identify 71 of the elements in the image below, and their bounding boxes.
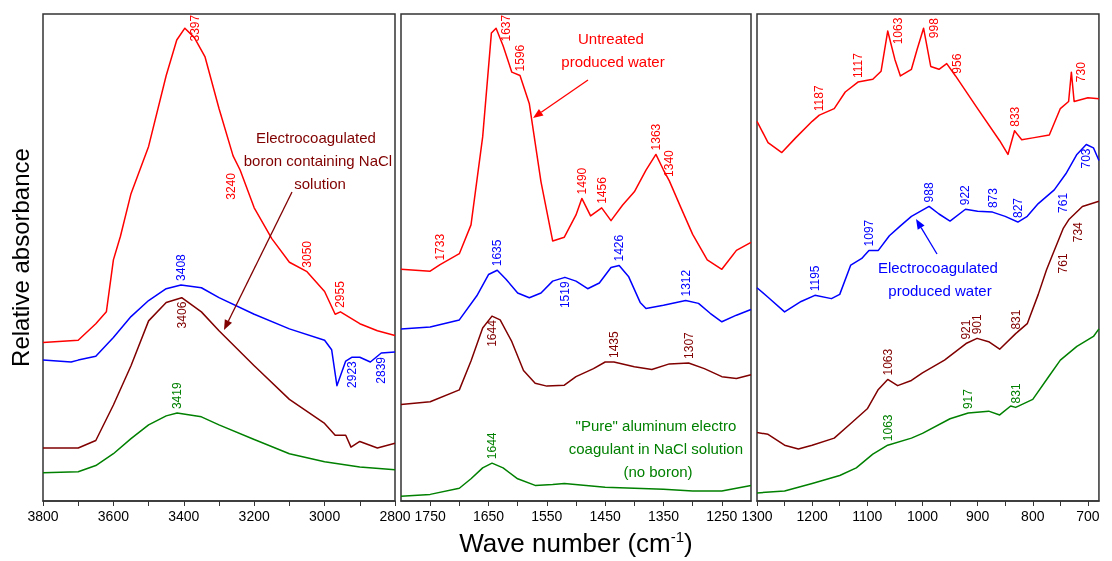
y-axis-title: Relative absorbance: [6, 148, 34, 367]
text: Untreated produced water: [561, 30, 665, 70]
annotation: 730: [1074, 61, 1089, 83]
annotation: 998: [926, 17, 941, 39]
x-tick-label: 1750: [414, 508, 446, 524]
x-tick-label: 900: [965, 508, 990, 524]
annotation: 2923: [344, 360, 359, 388]
annotation: 3408: [173, 253, 188, 281]
annotation: 1637: [499, 14, 514, 42]
annotation: 833: [1007, 106, 1022, 127]
annotation: 1635: [490, 239, 505, 267]
annotation: 3240: [224, 172, 239, 200]
annotation: 761: [1056, 192, 1071, 213]
annotation: 703: [1079, 148, 1094, 169]
annotation: 1312: [678, 269, 693, 297]
x-tick-label: 3600: [97, 508, 130, 524]
x-tick-label: 1250: [706, 508, 738, 524]
annotation: 956: [949, 53, 964, 74]
annotation: 1063: [880, 348, 895, 376]
annotation: 1307: [681, 331, 696, 359]
annotation: 761: [1056, 253, 1071, 274]
annotation: 1596: [513, 44, 527, 72]
annotation: 873: [985, 187, 1000, 209]
x-tick-label: 3800: [27, 508, 59, 524]
x-tick-label: 1100: [852, 508, 883, 524]
legend-label: Electrocoagulated produced water: [877, 259, 1003, 299]
annotation: 922: [958, 184, 973, 206]
annotation: 734: [1071, 221, 1086, 243]
annotation: 901: [970, 314, 985, 335]
annotation: 1195: [807, 265, 822, 292]
annotation: 1456: [594, 176, 609, 204]
text: Electrocoagulated boron containing NaCl solution: [243, 129, 393, 192]
annotation: 1519: [557, 281, 572, 309]
annotation: 1117: [850, 52, 865, 79]
annotation: 2839: [374, 356, 389, 384]
annotation: 1644: [485, 319, 499, 347]
x-tick-label: 1550: [531, 508, 563, 524]
x-tick-label: 800: [1021, 508, 1045, 524]
annotation: 1733: [433, 233, 448, 261]
x-tick-label: 3400: [168, 508, 200, 524]
annotation: 1435: [606, 330, 621, 358]
x-tick-label: 1450: [589, 508, 621, 524]
annotation: 988: [922, 182, 937, 203]
annotation: 1340: [662, 149, 677, 177]
x-tick-label: 1650: [472, 508, 505, 524]
x-tick-label: 3000: [309, 508, 341, 524]
annotation: 3397: [187, 14, 202, 42]
series-label: "Pure" aluminum electro coagulant in NaCl solution (no boron): [568, 417, 748, 480]
annotation: 2955: [333, 280, 348, 308]
annotation: 3419: [170, 382, 185, 410]
annotation: 3050: [300, 240, 314, 268]
annotation: 1363: [648, 123, 663, 151]
x-tick-label: 1350: [647, 508, 680, 524]
annotation: 831: [1008, 309, 1023, 330]
annotation: 1490: [574, 167, 589, 195]
x-tick-label: 2800: [379, 508, 411, 524]
annotation: 917: [961, 388, 976, 410]
annotation: 1063: [880, 414, 895, 442]
annotation: 1187: [812, 85, 827, 112]
annotation: 831: [1008, 383, 1023, 404]
x-tick-label: 700: [1076, 508, 1100, 524]
annotation: 1063: [890, 17, 905, 45]
x-tick-label: 1300: [741, 508, 773, 524]
annotation: 1097: [861, 219, 876, 247]
x-tick-label: 1200: [796, 508, 828, 524]
x-tick-label: 3200: [238, 508, 270, 524]
annotation: 827: [1010, 197, 1025, 219]
annotation: 1644: [485, 432, 499, 460]
annotation: 3406: [174, 301, 189, 329]
annotation: 1426: [612, 234, 627, 262]
x-tick-label: 1000: [906, 508, 939, 524]
